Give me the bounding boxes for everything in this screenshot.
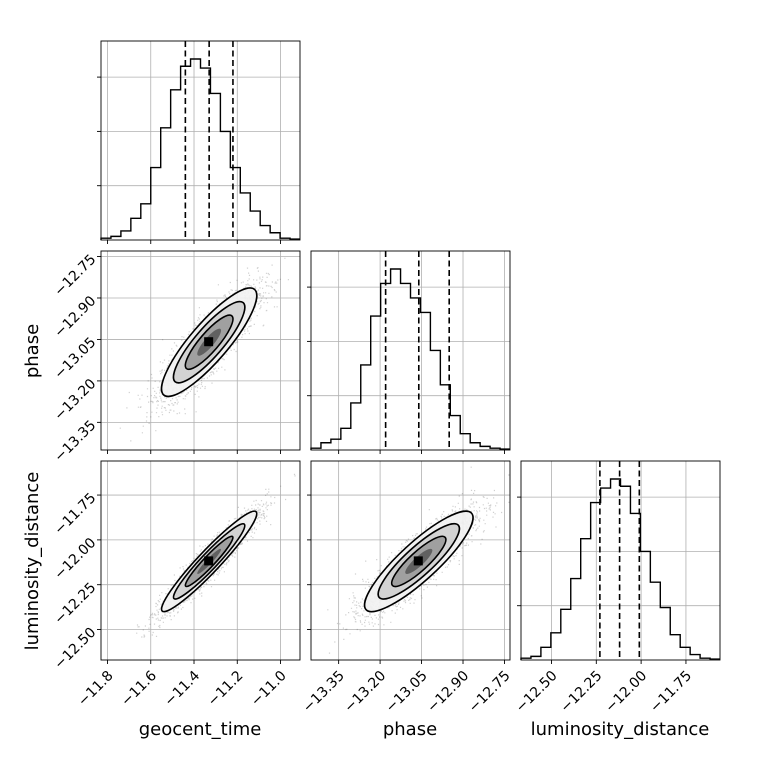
x-tick-label: −13.20	[341, 668, 389, 716]
panel-geocent_time-geocent_time	[97, 40, 301, 244]
y-tick-label: −12.50	[51, 625, 99, 673]
x-tick-label: −13.35	[300, 668, 348, 716]
y-tick-label: −12.90	[51, 293, 99, 341]
density-peak	[413, 556, 423, 566]
contour-3	[160, 287, 258, 398]
panel-frame	[100, 40, 301, 241]
x-tick-label: −11.2	[205, 668, 247, 710]
contour-2	[172, 522, 246, 600]
panel-frame	[520, 460, 721, 661]
panel-luminosity_distance-luminosity_distance: −12.50−12.25−12.00−11.75	[513, 460, 721, 716]
x-tick-label: −11.6	[118, 668, 160, 710]
y-tick-label: −11.75	[51, 490, 99, 538]
histogram-luminosity_distance	[520, 478, 720, 660]
y-tick-label: −12.00	[51, 535, 99, 583]
density-layer	[119, 257, 289, 442]
contour-3	[160, 510, 258, 613]
x-tick-label: −11.4	[162, 668, 204, 710]
panel-frame	[310, 250, 511, 451]
y-tick-label: −12.25	[51, 580, 99, 628]
contour-1	[184, 314, 234, 371]
x-tick-label: −13.05	[383, 668, 431, 716]
x-tick-label: −11.75	[647, 668, 695, 716]
x-tick-label: −12.00	[602, 668, 650, 716]
panel-geocent_time-phase: −13.35−13.20−13.05−12.90−12.75	[51, 250, 301, 465]
x-tick-label: −12.90	[424, 668, 472, 716]
contour-1	[390, 535, 447, 588]
x-tick-label: −12.50	[513, 668, 561, 716]
y-axis-label-phase: phase	[22, 324, 43, 378]
x-tick-label: −11.8	[75, 668, 117, 710]
density-peak	[204, 337, 214, 347]
y-tick-label: −13.20	[51, 376, 99, 424]
x-tick-label: −12.75	[466, 668, 514, 716]
panel-phase-phase	[307, 250, 511, 454]
x-axis-label-phase: phase	[383, 719, 437, 740]
y-tick-label: −12.75	[51, 252, 99, 300]
y-tick-label: −13.05	[51, 334, 99, 382]
x-tick-label: −12.25	[558, 668, 606, 716]
histogram-phase	[310, 268, 510, 450]
y-axis-label-luminosity_distance: luminosity_distance	[22, 472, 43, 651]
density-layer	[136, 473, 296, 638]
contour-3	[363, 510, 474, 613]
panel-frame	[100, 250, 301, 451]
x-axis-label-luminosity_distance: luminosity_distance	[531, 719, 710, 740]
x-tick-label: −11.0	[248, 668, 290, 710]
contour-1	[184, 535, 234, 588]
panel-frame	[100, 460, 301, 661]
contour-2	[377, 522, 461, 600]
y-tick-label: −13.35	[51, 417, 99, 465]
histogram-geocent_time	[100, 58, 300, 240]
density-layer	[327, 466, 510, 654]
contour-2	[172, 300, 246, 384]
panel-phase-luminosity_distance: −13.35−13.20−13.05−12.90−12.75	[300, 460, 514, 716]
x-axis-label-geocent_time: geocent_time	[139, 719, 262, 740]
density-peak	[204, 556, 214, 566]
panel-geocent_time-luminosity_distance: −12.50−12.25−12.00−11.75−11.8 −11.6 −11.4−…	[51, 460, 301, 710]
panel-frame	[310, 460, 511, 661]
